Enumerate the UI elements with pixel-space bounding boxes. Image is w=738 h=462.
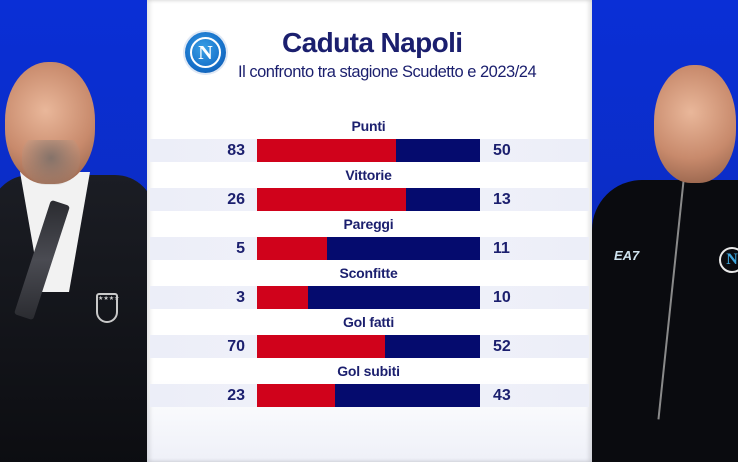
figc-crest-icon: ★★★★ bbox=[96, 293, 120, 323]
beard bbox=[22, 140, 80, 185]
bar-segment-2023-24 bbox=[308, 286, 480, 309]
bar-vittorie bbox=[257, 188, 480, 211]
tracksuit bbox=[592, 180, 738, 462]
value-scudetto-sconfitte: 3 bbox=[236, 289, 245, 306]
value-scudetto-gol-fatti: 70 bbox=[227, 338, 245, 355]
bar-segment-scudetto bbox=[257, 384, 335, 407]
row-label-sconfitte: Sconfitte bbox=[339, 265, 398, 281]
bar-segment-2023-24 bbox=[326, 237, 480, 260]
bar-segment-2023-24 bbox=[396, 139, 480, 162]
bar-sconfitte bbox=[257, 286, 480, 309]
value-2023-24-gol-subiti: 43 bbox=[493, 387, 511, 404]
right-coach-photo: EA7 N bbox=[592, 0, 738, 462]
value-2023-24-punti: 50 bbox=[493, 142, 511, 159]
value-2023-24-gol-fatti: 52 bbox=[493, 338, 511, 355]
bar-segment-2023-24 bbox=[405, 188, 480, 211]
value-scudetto-pareggi: 5 bbox=[236, 240, 245, 257]
row-label-pareggi: Pareggi bbox=[343, 216, 394, 232]
row-label-gol-subiti: Gol subiti bbox=[337, 363, 400, 379]
bar-segment-scudetto bbox=[257, 286, 309, 309]
chart-title: Caduta Napoli bbox=[282, 27, 463, 58]
row-label-punti: Punti bbox=[351, 118, 386, 134]
bar-segment-2023-24 bbox=[334, 384, 480, 407]
value-scudetto-punti: 83 bbox=[227, 142, 245, 159]
row-label-gol-fatti: Gol fatti bbox=[342, 314, 395, 330]
bar-segment-scudetto bbox=[257, 188, 406, 211]
left-coach-photo: ★★★★ bbox=[0, 0, 147, 462]
bar-segment-2023-24 bbox=[384, 335, 480, 358]
bar-segment-scudetto bbox=[257, 335, 385, 358]
value-2023-24-sconfitte: 10 bbox=[493, 289, 511, 306]
bar-segment-scudetto bbox=[257, 139, 397, 162]
value-2023-24-pareggi: 11 bbox=[493, 240, 510, 257]
bar-gol-fatti bbox=[257, 335, 480, 358]
ea7-logo: EA7 bbox=[614, 248, 640, 263]
bar-gol-subiti bbox=[257, 384, 480, 407]
value-2023-24-vittorie: 13 bbox=[493, 191, 511, 208]
chart-subtitle: Il confronto tra stagione Scudetto e 202… bbox=[238, 63, 537, 81]
napoli-logo-icon: N bbox=[185, 32, 226, 73]
row-label-vittorie: Vittorie bbox=[345, 167, 392, 183]
value-scudetto-gol-subiti: 23 bbox=[227, 387, 245, 404]
bar-punti bbox=[257, 139, 480, 162]
napoli-badge-icon: N bbox=[719, 247, 738, 273]
napoli-logo-letter: N bbox=[190, 37, 221, 68]
value-scudetto-vittorie: 26 bbox=[227, 191, 245, 208]
bar-pareggi bbox=[257, 237, 480, 260]
bar-segment-scudetto bbox=[257, 237, 327, 260]
face bbox=[654, 65, 736, 183]
